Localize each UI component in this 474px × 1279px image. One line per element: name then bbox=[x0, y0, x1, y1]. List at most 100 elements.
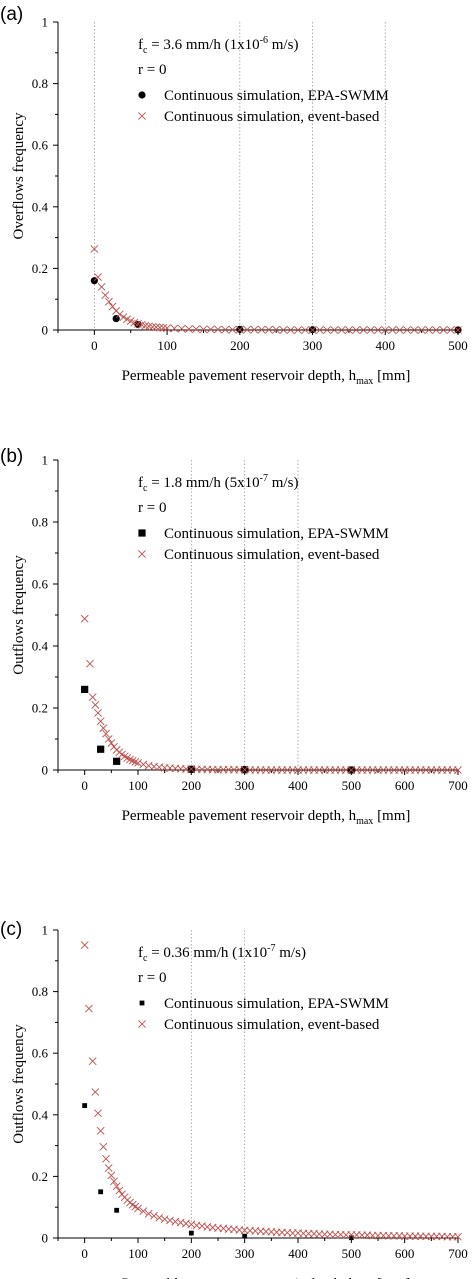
data-point bbox=[99, 724, 108, 733]
legend-marker bbox=[138, 550, 146, 558]
x-tick-label: 500 bbox=[342, 778, 362, 793]
y-tick-label: 0 bbox=[42, 763, 49, 778]
data-point bbox=[446, 326, 455, 334]
data-point bbox=[410, 326, 419, 334]
x-tick-label: 0 bbox=[81, 1246, 88, 1261]
data-point bbox=[159, 323, 168, 332]
data-point bbox=[264, 325, 273, 334]
data-point bbox=[424, 326, 433, 334]
data-point bbox=[381, 326, 390, 334]
y-tick-label: 0.2 bbox=[32, 1169, 48, 1184]
y-tick-label: 0.8 bbox=[32, 515, 48, 530]
series-epa-swmm bbox=[82, 1103, 354, 1241]
data-point bbox=[99, 1142, 108, 1151]
data-point bbox=[221, 325, 230, 334]
data-point bbox=[184, 325, 193, 333]
x-tick-label: 300 bbox=[303, 338, 323, 353]
x-tick-label: 600 bbox=[395, 1246, 415, 1261]
data-point bbox=[148, 323, 157, 331]
y-tick-label: 0.2 bbox=[32, 261, 48, 276]
data-point bbox=[199, 325, 208, 334]
data-point bbox=[85, 1004, 93, 1013]
y-tick-label: 1 bbox=[42, 15, 49, 30]
y-tick-label: 0.4 bbox=[32, 639, 49, 654]
data-point bbox=[439, 326, 448, 334]
r-annotation: r = 0 bbox=[138, 500, 166, 516]
x-tick-label: 300 bbox=[235, 1246, 255, 1261]
data-point bbox=[206, 325, 215, 334]
x-axis-title: Permeable pavement reservoir depth, hmax… bbox=[122, 368, 411, 387]
data-point bbox=[294, 326, 302, 334]
data-point bbox=[301, 326, 310, 334]
data-point bbox=[104, 1164, 113, 1172]
data-point bbox=[94, 709, 102, 717]
x-tick-label: 100 bbox=[128, 1246, 148, 1261]
legend-label: Continuous simulation, event-based bbox=[164, 109, 380, 125]
data-point bbox=[131, 758, 140, 766]
data-point bbox=[98, 1189, 104, 1195]
data-point bbox=[81, 685, 89, 693]
legend-label: Continuous simulation, EPA-SWMM bbox=[164, 526, 389, 542]
data-point bbox=[126, 755, 134, 764]
data-point bbox=[91, 1088, 100, 1096]
data-point bbox=[454, 326, 462, 334]
data-point bbox=[108, 302, 117, 311]
data-point bbox=[352, 326, 361, 334]
data-point bbox=[91, 700, 100, 709]
data-point bbox=[214, 325, 222, 334]
legend-label: Continuous simulation, EPA-SWMM bbox=[164, 88, 389, 104]
data-point bbox=[97, 745, 105, 753]
legend-marker bbox=[138, 1020, 146, 1028]
data-point bbox=[107, 1171, 116, 1180]
data-point bbox=[139, 760, 148, 769]
data-point bbox=[395, 326, 404, 334]
data-point bbox=[96, 717, 105, 726]
legend-label: Continuous simulation, event-based bbox=[164, 1017, 380, 1033]
data-point bbox=[94, 1109, 102, 1118]
y-tick-label: 1 bbox=[42, 923, 49, 938]
data-point bbox=[97, 282, 106, 291]
data-point bbox=[80, 941, 89, 950]
data-point bbox=[115, 1186, 124, 1195]
y-tick-label: 0 bbox=[42, 323, 49, 338]
data-point bbox=[160, 1215, 169, 1224]
data-point bbox=[177, 324, 186, 333]
data-point bbox=[166, 1216, 174, 1225]
chart-panel-a: (a) 0 0.2 0.4 0.6 0.8 1 0 100 200 300 400 500 Permeab… bbox=[0, 4, 468, 387]
x-axis-title: Permeable pavement reservoir depth, hmax… bbox=[122, 1276, 411, 1279]
data-point bbox=[155, 323, 164, 332]
data-point bbox=[250, 325, 259, 334]
y-axis-title: Overflows frequency bbox=[11, 112, 27, 240]
fc-annotation: fc = 3.6 mm/h (1x10-6 m/s) bbox=[138, 35, 298, 56]
data-point bbox=[80, 614, 89, 623]
fc-annotation: fc = 0.36 mm/h (1x10-7 m/s) bbox=[138, 943, 306, 964]
data-point bbox=[228, 325, 237, 334]
data-point bbox=[170, 324, 179, 333]
x-tick-label: 200 bbox=[182, 1246, 202, 1261]
data-point bbox=[102, 729, 110, 738]
x-tick-label: 500 bbox=[342, 1246, 362, 1261]
data-point bbox=[104, 297, 113, 306]
panel-label: (a) bbox=[0, 4, 23, 25]
data-point bbox=[144, 1209, 153, 1218]
data-point bbox=[114, 1207, 120, 1213]
y-tick-label: 0.6 bbox=[32, 577, 49, 592]
data-point bbox=[192, 325, 201, 333]
y-axis-title: Outflows frequency bbox=[11, 1024, 27, 1144]
data-point bbox=[123, 315, 132, 324]
data-point bbox=[119, 313, 128, 321]
y-tick-label: 0.4 bbox=[32, 1107, 49, 1122]
data-point bbox=[104, 735, 113, 743]
data-point bbox=[113, 757, 121, 765]
x-tick-label: 600 bbox=[395, 778, 415, 793]
y-tick-label: 1 bbox=[42, 453, 49, 468]
data-point bbox=[337, 326, 346, 334]
data-point bbox=[112, 315, 120, 323]
data-point bbox=[112, 1182, 121, 1191]
x-tick-label: 200 bbox=[230, 338, 250, 353]
chart-panel-c: (c) 0 0.2 0.4 0.6 0.8 1 0 100 200 300 400 500 600 700 P… bbox=[0, 919, 468, 1279]
x-tick-label: 100 bbox=[157, 338, 177, 353]
x-axis-title: Permeable pavement reservoir depth, hmax… bbox=[122, 808, 411, 827]
y-tick-label: 0.8 bbox=[32, 76, 48, 91]
data-point bbox=[139, 1207, 148, 1216]
